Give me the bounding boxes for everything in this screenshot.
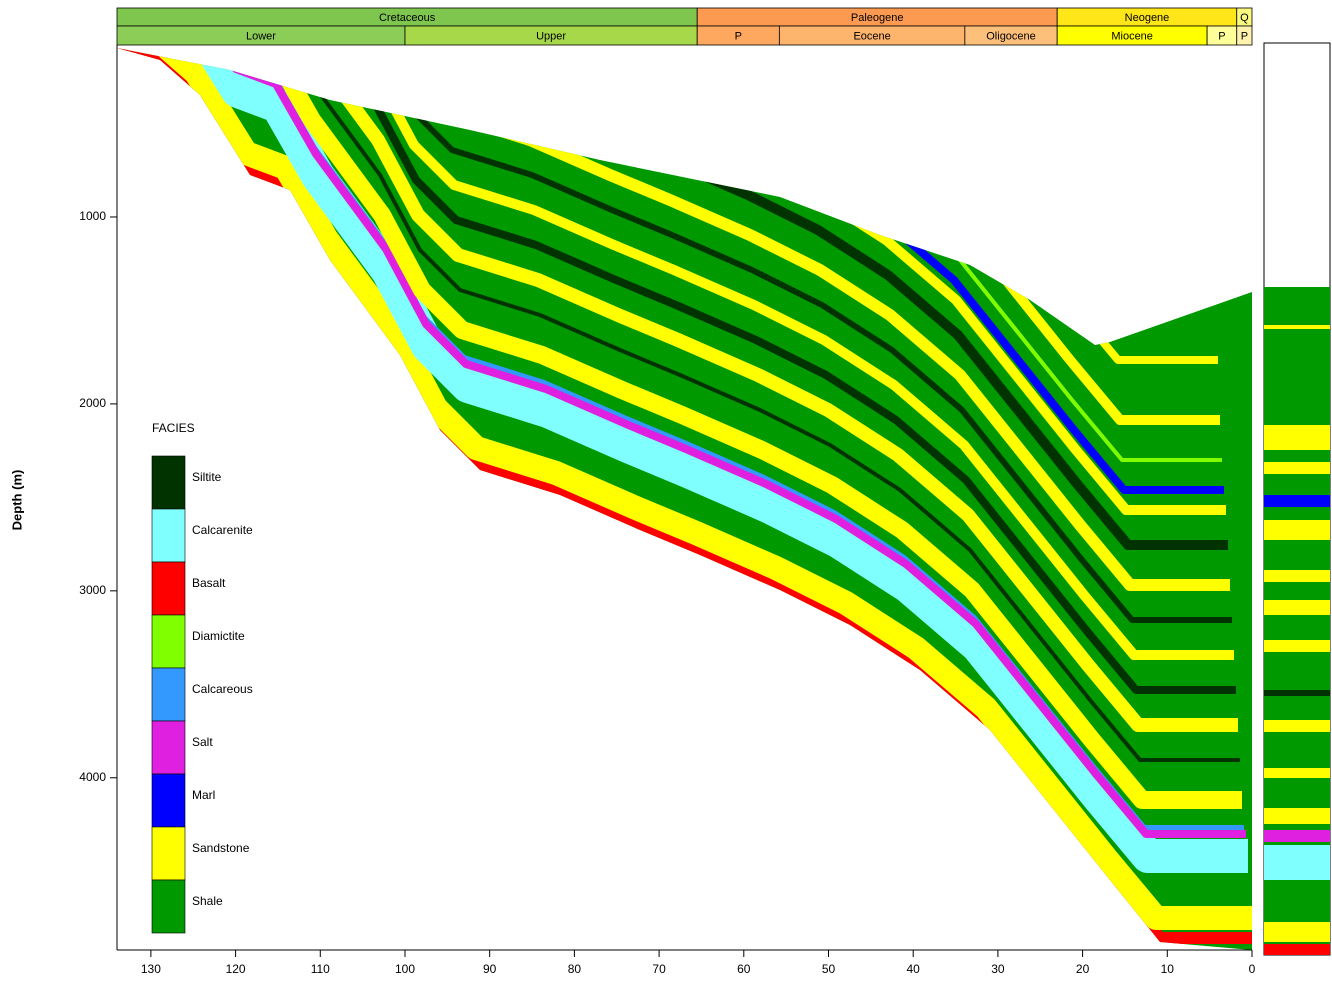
- legend-swatch: [152, 827, 185, 880]
- legend-swatch: [152, 456, 185, 509]
- x-tick-label: 90: [483, 962, 497, 976]
- column-layer: [1264, 570, 1330, 582]
- legend-label: Calcarenite: [192, 523, 253, 537]
- legend-label: Salt: [192, 735, 213, 749]
- x-tick-label: 10: [1161, 962, 1175, 976]
- x-tick-label: 110: [311, 962, 330, 976]
- column-layer: [1264, 600, 1330, 615]
- x-tick-label: 50: [822, 962, 836, 976]
- legend-label: Sandstone: [192, 841, 250, 855]
- column-layer: [1264, 944, 1330, 955]
- x-tick-label: 40: [907, 962, 921, 976]
- x-tick-label: 120: [226, 962, 246, 976]
- column-layer: [1264, 640, 1330, 652]
- legend-label: Diamictite: [192, 629, 245, 643]
- y-tick-label: 1000: [79, 209, 106, 223]
- column-layer: [1264, 768, 1330, 778]
- time-label: Upper: [536, 30, 566, 42]
- legend-swatch: [152, 774, 185, 827]
- x-tick-label: 0: [1249, 962, 1256, 976]
- time-label: Miocene: [1111, 30, 1153, 42]
- time-label: P: [1218, 30, 1225, 42]
- y-tick-label: 4000: [79, 770, 106, 784]
- legend-swatch: [152, 509, 185, 562]
- cross-section: [58, 0, 1260, 960]
- y-tick-label: 3000: [79, 583, 106, 597]
- legend-swatch: [152, 562, 185, 615]
- legend-label: Siltite: [192, 470, 222, 484]
- y-tick-label: 2000: [79, 396, 106, 410]
- legend-swatch: [152, 668, 185, 721]
- x-tick-label: 60: [737, 962, 751, 976]
- time-label: Q: [1240, 12, 1249, 24]
- column-layer: [1264, 425, 1330, 450]
- x-tick-label: 30: [991, 962, 1005, 976]
- time-label: P: [735, 30, 742, 42]
- column-layer: [1264, 808, 1330, 824]
- column-layer: [1264, 495, 1330, 507]
- x-tick-label: 130: [141, 962, 161, 976]
- chart: Depth (m): [0, 0, 1332, 981]
- time-label: Lower: [246, 30, 276, 42]
- column-layer: [1264, 845, 1330, 880]
- column-layer: [1264, 922, 1330, 942]
- time-label: Paleogene: [851, 12, 904, 24]
- legend-swatch: [152, 721, 185, 774]
- time-label: Eocene: [853, 30, 890, 42]
- x-tick-label: 100: [395, 962, 415, 976]
- column-layer: [1264, 690, 1330, 696]
- legend-swatch: [152, 880, 185, 933]
- legend-title: FACIES: [152, 421, 195, 435]
- time-label: Neogene: [1125, 12, 1170, 24]
- y-axis-title: Depth (m): [9, 470, 24, 531]
- x-tick-label: 70: [652, 962, 666, 976]
- x-tick-label: 20: [1076, 962, 1090, 976]
- legend-swatch: [152, 615, 185, 668]
- well-column: [1264, 43, 1330, 955]
- legend-label: Shale: [192, 894, 223, 908]
- legend-label: Basalt: [192, 576, 226, 590]
- time-label: Oligocene: [986, 30, 1036, 42]
- column-layer: [1264, 830, 1330, 842]
- time-label: Cretaceous: [379, 12, 436, 24]
- column-layer: [1264, 462, 1330, 474]
- legend-label: Marl: [192, 788, 215, 802]
- x-tick-label: 80: [568, 962, 582, 976]
- legend-label: Calcareous: [192, 682, 253, 696]
- column-layer: [1264, 325, 1330, 329]
- time-label: P: [1241, 30, 1248, 42]
- column-layer: [1264, 720, 1330, 732]
- column-layer: [1264, 520, 1330, 540]
